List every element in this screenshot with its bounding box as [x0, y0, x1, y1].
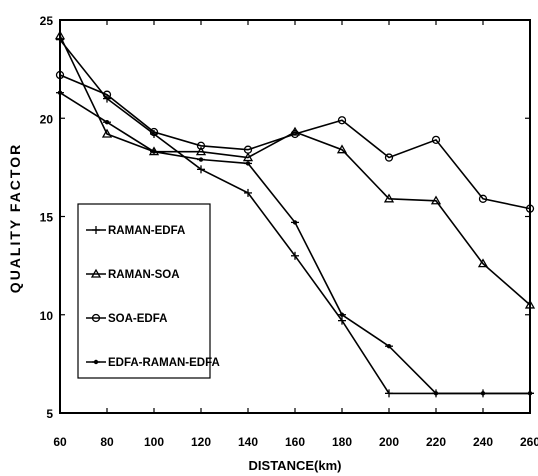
- x-tick-label: 160: [285, 435, 305, 449]
- data-point-edfa-raman-edfa-140: [244, 161, 252, 166]
- legend-label: EDFA-RAMAN-EDFA: [108, 357, 220, 369]
- data-point-raman-soa-140: [242, 152, 254, 162]
- series-line-soa-edfa: [59, 74, 531, 210]
- data-point-soa-edfa-60: [55, 70, 65, 80]
- data-point-raman-soa-240: [477, 258, 489, 268]
- x-tick-label: 100: [144, 435, 164, 449]
- data-point-raman-soa-260: [524, 299, 536, 309]
- legend-marker: [92, 359, 100, 365]
- data-point-soa-edfa-260: [525, 204, 535, 213]
- x-tick-label: 80: [100, 435, 114, 449]
- data-point-raman-edfa-140: [244, 188, 252, 197]
- y-axis-ticks: 5 10 15 20 25: [40, 14, 530, 421]
- x-tick-label: 140: [238, 435, 258, 449]
- legend-box: [77, 203, 211, 379]
- data-point-edfa-raman-edfa-200: [385, 343, 393, 349]
- data-point-raman-edfa-180: [338, 316, 346, 325]
- data-point-soa-edfa-80: [102, 90, 112, 99]
- legend-marker: [91, 313, 101, 323]
- x-tick-label: 200: [379, 435, 399, 449]
- data-point-soa-edfa-240: [478, 194, 488, 203]
- data-point-soa-edfa-180: [337, 116, 347, 125]
- data-point-soa-edfa-220: [431, 135, 441, 145]
- data-point-edfa-raman-edfa-120: [197, 157, 205, 162]
- data-point-edfa-raman-edfa-180: [338, 312, 346, 317]
- series-layer: [54, 30, 536, 398]
- data-point-raman-soa-200: [383, 193, 395, 203]
- data-point-raman-soa-120: [195, 146, 207, 156]
- data-point-soa-edfa-200: [384, 153, 394, 162]
- data-point-raman-edfa-160: [291, 251, 299, 260]
- x-tick-label: 60: [53, 435, 67, 449]
- data-point-raman-soa-60: [54, 30, 66, 40]
- data-point-raman-soa-220: [430, 195, 442, 205]
- x-axis-label: DISTANCE(km): [249, 458, 342, 473]
- data-point-edfa-raman-edfa-60: [56, 90, 64, 95]
- legend-item-raman-edfa: RAMAN-EDFA: [86, 225, 185, 237]
- legend-label: RAMAN-SOA: [108, 269, 180, 281]
- y-tick-label: 15: [40, 211, 54, 225]
- series-line-raman-soa: [59, 35, 531, 306]
- data-point-raman-edfa-200: [385, 389, 393, 398]
- x-tick-label: 240: [473, 435, 493, 449]
- x-tick-label: 120: [191, 435, 211, 449]
- legend-item-edfa-raman-edfa: EDFA-RAMAN-EDFA: [86, 357, 220, 369]
- y-tick-label: 10: [40, 309, 54, 323]
- data-point-edfa-raman-edfa-100: [150, 149, 158, 154]
- x-tick-label: 180: [332, 435, 352, 449]
- data-point-soa-edfa-120: [196, 141, 206, 150]
- legend-item-raman-soa: RAMAN-SOA: [86, 268, 180, 281]
- legend-label: SOA-EDFA: [108, 313, 167, 325]
- legend: RAMAN-EDFA RAMAN-SOA SOA-EDFA EDFA-RAMAN-ED…: [77, 203, 220, 379]
- data-point-edfa-raman-edfa-80: [103, 119, 111, 125]
- legend-marker: [90, 268, 102, 278]
- y-tick-label: 5: [46, 407, 53, 421]
- y-tick-label: 20: [40, 112, 54, 126]
- data-point-soa-edfa-100: [149, 127, 159, 137]
- y-tick-label: 25: [40, 14, 54, 28]
- data-point-raman-edfa-120: [197, 165, 205, 174]
- data-point-edfa-raman-edfa-260: [526, 391, 534, 396]
- data-point-edfa-raman-edfa-220: [432, 391, 440, 396]
- data-point-soa-edfa-140: [243, 145, 253, 154]
- legend-label: RAMAN-EDFA: [108, 225, 185, 237]
- x-axis-ticks: 60 80 100 120 140 160 180 200 220 240 260: [53, 20, 538, 449]
- data-point-edfa-raman-edfa-160: [291, 220, 299, 225]
- legend-marker: [92, 226, 100, 234]
- data-point-raman-soa-80: [101, 128, 113, 138]
- data-point-raman-soa-180: [336, 144, 348, 154]
- data-point-edfa-raman-edfa-240: [479, 391, 487, 396]
- data-point-soa-edfa-160: [290, 129, 300, 139]
- x-tick-label: 220: [426, 435, 446, 449]
- y-axis-label: QUALITY FACTOR: [7, 143, 23, 293]
- legend-item-soa-edfa: SOA-EDFA: [86, 313, 167, 325]
- x-tick-label: 260: [520, 435, 538, 449]
